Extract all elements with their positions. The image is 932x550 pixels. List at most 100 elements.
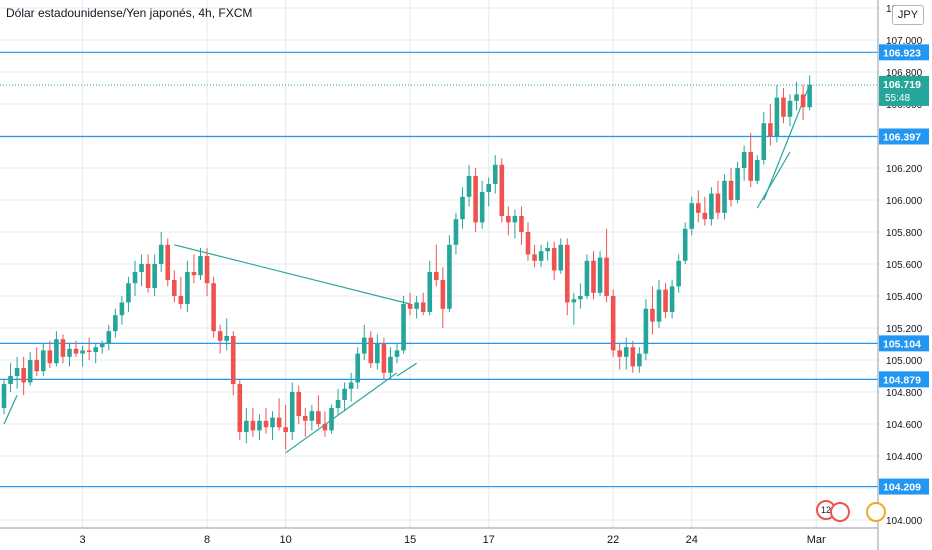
candle-body <box>165 244 171 280</box>
candle-body <box>204 256 210 284</box>
candle-body <box>407 304 413 309</box>
candle-body <box>1 384 7 408</box>
time-tick-label: 10 <box>280 534 292 546</box>
price-tick-label: 105.600 <box>886 260 923 271</box>
candle-body <box>479 192 485 223</box>
price-tick-label: 104.800 <box>886 388 923 399</box>
candle-body <box>276 417 282 428</box>
candle-body <box>34 360 40 372</box>
chart-title: Dólar estadounidense/Yen japonés, 4h, FX… <box>6 6 253 20</box>
candle-body <box>388 356 393 373</box>
candle-body <box>506 216 511 223</box>
time-tick-label: Mar <box>807 534 826 546</box>
candle-body <box>119 302 125 316</box>
price-tick-label: 105.400 <box>886 292 923 303</box>
candle-body <box>211 283 216 332</box>
candle-body <box>348 382 354 389</box>
candle-body <box>663 289 668 312</box>
candle-body <box>610 296 616 351</box>
candle-body <box>152 264 157 288</box>
event-flag-icon[interactable] <box>830 502 850 522</box>
horizontal-levels[interactable] <box>0 51 878 488</box>
price-tick-label: 106.200 <box>886 164 923 175</box>
candle-body <box>571 299 577 303</box>
time-tick-label: 8 <box>204 534 210 546</box>
candle-body <box>702 212 708 220</box>
candle-body <box>14 368 20 376</box>
candle-body <box>486 184 491 192</box>
candle-body <box>198 256 203 276</box>
level-price-label: 105.104 <box>883 338 921 350</box>
candle-body <box>185 272 190 304</box>
candle-body <box>741 152 747 168</box>
candle-body <box>289 392 295 432</box>
candle-body <box>113 315 118 332</box>
price-tick-label: 104.000 <box>886 516 923 527</box>
candle-body <box>8 376 13 384</box>
event-flag-icon[interactable] <box>866 502 886 522</box>
candle-body <box>427 272 433 312</box>
currency-button[interactable]: JPY <box>892 5 924 25</box>
candle-body <box>656 289 662 322</box>
trend-lines[interactable] <box>3 84 811 454</box>
time-tick-label: 3 <box>80 534 86 546</box>
candle-body <box>73 348 79 354</box>
level-price-label: 104.879 <box>883 374 921 386</box>
level-price-label: 104.209 <box>883 482 921 494</box>
candle-body <box>722 180 727 213</box>
price-tick-label: 107.000 <box>886 36 923 47</box>
price-axis[interactable]: 104.000104.200104.400104.600104.800105.0… <box>877 0 929 550</box>
candle-body <box>617 350 622 357</box>
candle-body <box>355 353 360 383</box>
trend-line[interactable] <box>285 372 398 454</box>
candle-body <box>551 248 557 271</box>
last-price-tag <box>879 75 929 106</box>
candle-body <box>41 350 46 372</box>
level-price-tag <box>879 128 929 145</box>
level-price-tag <box>879 44 929 61</box>
candle-body <box>86 350 92 352</box>
candle-body <box>728 180 734 200</box>
event-count: 12 <box>820 505 831 515</box>
candle-body <box>499 164 505 216</box>
price-tick-label: 104.600 <box>886 420 923 431</box>
candle-body <box>296 392 302 416</box>
candle-body <box>414 302 419 309</box>
candle-body <box>440 280 446 309</box>
candle-body <box>794 94 799 101</box>
trend-line[interactable] <box>396 362 417 377</box>
time-tick-label: 17 <box>483 534 495 546</box>
candle-body <box>689 203 695 229</box>
candle-body <box>434 272 439 280</box>
candle-body <box>447 244 452 309</box>
trend-line[interactable] <box>756 151 791 209</box>
trend-line[interactable] <box>174 244 411 305</box>
candle-body <box>126 283 131 303</box>
candle-body <box>257 420 262 431</box>
trend-line[interactable] <box>3 394 18 425</box>
candle-body <box>591 260 596 293</box>
candle-body <box>67 348 72 357</box>
candle-body <box>394 350 400 357</box>
candle-body <box>230 336 236 384</box>
candle-body <box>381 344 387 373</box>
time-axis[interactable]: 3 8 10 15 17 22 24 Mar <box>0 527 878 546</box>
countdown-label: 55:48 <box>885 93 910 104</box>
candle-body <box>191 272 197 276</box>
time-tick-label: 15 <box>404 534 416 546</box>
candle-body <box>99 344 105 348</box>
time-tick-label: 22 <box>607 534 619 546</box>
candle-body <box>453 219 459 245</box>
candle-body <box>316 411 321 424</box>
candle-body <box>106 331 112 344</box>
candle-body <box>361 337 367 354</box>
candle-body <box>650 308 655 322</box>
candle-body <box>669 286 675 312</box>
candle-body <box>623 347 629 357</box>
candle-body <box>519 216 524 232</box>
price-tick-label: 105.200 <box>886 324 923 335</box>
candle-body <box>492 164 498 184</box>
candle-body <box>538 251 544 261</box>
